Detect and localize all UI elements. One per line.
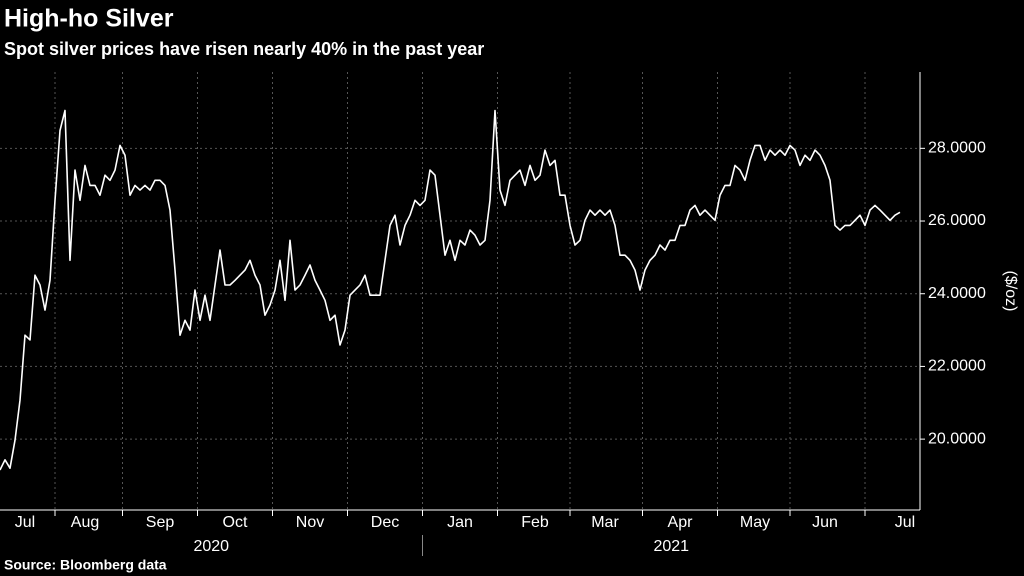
- x-tick-label: Sep: [146, 514, 175, 531]
- year-label: 2021: [653, 538, 689, 555]
- x-tick-label: Nov: [296, 514, 324, 531]
- y-tick-label: 20.0000: [928, 430, 986, 447]
- x-tick-label: May: [740, 514, 770, 531]
- x-tick-label: Dec: [371, 514, 399, 531]
- x-tick-label: Jul: [895, 514, 915, 531]
- y-tick-label: 28.0000: [928, 140, 986, 157]
- x-tick-label: Aug: [71, 514, 99, 531]
- y-tick-label: 24.0000: [928, 285, 986, 302]
- y-axis-label: ($/oz): [1002, 271, 1019, 312]
- x-tick-label: Jan: [447, 514, 473, 531]
- x-tick-label: Oct: [223, 514, 248, 531]
- year-label: 2020: [193, 538, 229, 555]
- x-tick-label: Jul: [15, 514, 35, 531]
- chart-title: High-ho Silver: [4, 5, 174, 33]
- x-tick-label: Apr: [668, 514, 694, 531]
- x-tick-label: Jun: [812, 514, 838, 531]
- y-tick-label: 22.0000: [928, 358, 986, 375]
- y-tick-label: 26.0000: [928, 212, 986, 229]
- x-tick-label: Feb: [521, 514, 549, 531]
- source: Source: Bloomberg data: [4, 557, 167, 573]
- chart-subtitle: Spot silver prices have risen nearly 40%…: [4, 39, 484, 59]
- x-tick-label: Mar: [591, 514, 619, 531]
- price-line: [0, 109, 901, 471]
